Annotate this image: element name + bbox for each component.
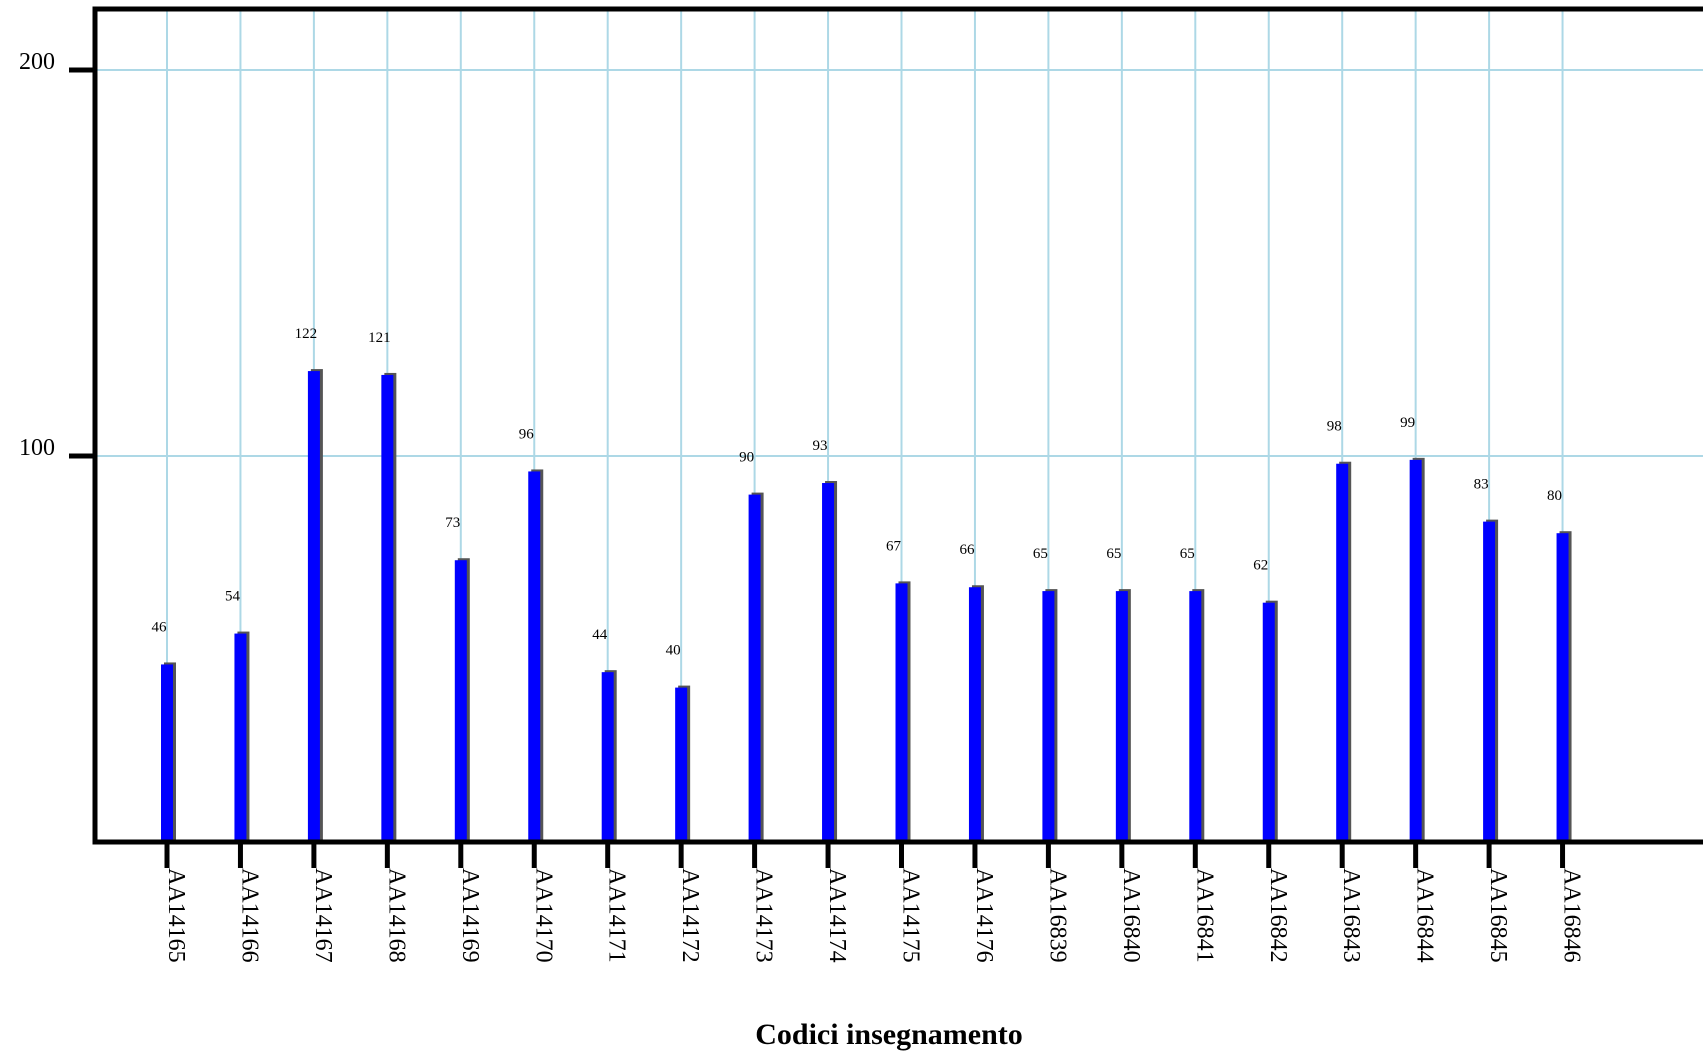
data-label: 66 [959,542,975,558]
x-tick-label: AA14175 [898,868,924,963]
x-tick-label: AA14166 [236,868,262,963]
bars [161,369,1572,842]
bar [1556,533,1569,842]
x-tick-label: AA14172 [677,868,703,963]
x-tick-label: AA16845 [1485,868,1511,963]
data-label: 62 [1253,558,1268,574]
x-tick-label: AA16839 [1044,868,1070,963]
x-tick-label: AA14168 [383,868,409,963]
data-label: 65 [1106,546,1121,562]
x-tick-label: AA14171 [604,868,630,963]
x-tick-label: AA16844 [1412,868,1438,963]
data-label: 65 [1033,546,1048,562]
data-label: 93 [813,438,828,454]
bar [381,374,394,842]
x-tick-label: AA14176 [971,868,997,963]
labels: 100 200 46 AA14165 54 AA14166 122 AA14167 121 AA1… [19,49,1585,963]
data-label: 40 [666,643,681,659]
bar [1409,459,1422,842]
bar [822,483,835,842]
y-tick-label: 200 [19,49,55,75]
x-tick-label: AA14169 [457,868,483,963]
bar [1115,591,1128,842]
x-tick-label: AA16841 [1191,868,1217,963]
x-tick-label: AA16840 [1118,868,1144,963]
data-label: 99 [1400,415,1415,431]
y-tick-label: 100 [19,435,55,461]
data-label: 44 [592,627,608,643]
data-label: 83 [1474,477,1489,493]
bar [454,560,467,842]
bar [748,494,761,842]
bar [528,471,541,842]
x-tick-label: AA14170 [530,868,556,963]
x-tick-label: AA14167 [310,868,336,963]
bar [307,371,320,842]
x-tick-label: AA16842 [1265,868,1291,963]
x-tick-label: AA14165 [163,868,189,963]
data-label: 96 [519,426,535,442]
x-axis-title: Codici insegnamento [755,1018,1023,1051]
data-label: 90 [739,450,754,466]
data-label: 65 [1180,546,1195,562]
bar [161,664,173,842]
bar [1042,591,1055,842]
bar [968,587,981,842]
data-label: 73 [445,515,460,531]
bar [601,672,614,842]
x-tick-label: AA16843 [1338,868,1364,963]
data-label: 46 [152,619,168,635]
bar [895,583,908,842]
data-label: 54 [225,589,241,605]
bar [1336,463,1349,842]
bar [1189,591,1202,842]
data-label: 122 [295,326,318,342]
bar [1483,521,1496,842]
bar [234,633,247,842]
plot-frame [92,6,1703,845]
x-tick-label: AA16846 [1559,868,1585,963]
x-tick-label: AA14174 [824,868,850,963]
x-tick-label: AA14173 [751,868,777,963]
data-label: 121 [368,330,391,346]
axes [69,6,1703,868]
bar [1262,602,1275,842]
data-label: 80 [1547,488,1562,504]
data-label: 98 [1327,419,1342,435]
data-label: 67 [886,538,902,554]
bar [675,687,688,842]
